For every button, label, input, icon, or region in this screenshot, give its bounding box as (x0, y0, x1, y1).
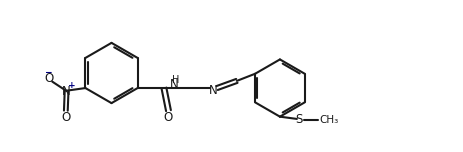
Text: +: + (68, 81, 75, 90)
Text: O: O (61, 111, 70, 124)
Text: N: N (170, 78, 179, 91)
Text: N: N (62, 85, 71, 98)
Text: N: N (208, 84, 217, 97)
Text: O: O (44, 72, 53, 85)
Text: H: H (172, 75, 179, 85)
Text: −: − (44, 68, 51, 77)
Text: CH₃: CH₃ (319, 115, 338, 125)
Text: S: S (294, 113, 302, 126)
Text: O: O (163, 111, 173, 124)
